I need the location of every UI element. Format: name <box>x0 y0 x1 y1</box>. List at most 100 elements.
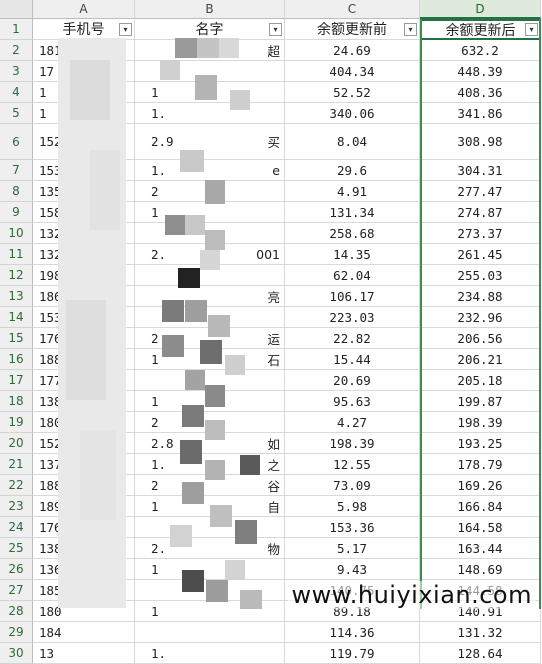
balance-before-cell[interactable]: 119.79 <box>285 643 420 664</box>
balance-before-cell[interactable]: 73.09 <box>285 475 420 496</box>
balance-after-cell[interactable]: 178.79 <box>420 454 541 475</box>
row-header[interactable]: 14 <box>0 307 33 328</box>
header-cell-before[interactable]: 余额更新前 <box>285 19 420 40</box>
name-cell[interactable]: 超 <box>135 40 285 61</box>
name-cell[interactable]: 2. 物 <box>135 538 285 559</box>
row-header[interactable]: 4 <box>0 82 33 103</box>
balance-after-cell[interactable]: 205.18 <box>420 370 541 391</box>
balance-after-cell[interactable]: 163.44 <box>420 538 541 559</box>
balance-before-cell[interactable]: 4.91 <box>285 181 420 202</box>
balance-before-cell[interactable]: 12.55 <box>285 454 420 475</box>
filter-dropdown-icon[interactable]: ▾ <box>269 23 282 36</box>
name-cell[interactable]: 1 <box>135 202 285 223</box>
balance-before-cell[interactable]: 15.44 <box>285 349 420 370</box>
balance-after-cell[interactable]: 273.37 <box>420 223 541 244</box>
balance-after-cell[interactable]: 304.31 <box>420 160 541 181</box>
row-header[interactable]: 17 <box>0 370 33 391</box>
row-header[interactable]: 12 <box>0 265 33 286</box>
balance-after-cell[interactable]: 255.03 <box>420 265 541 286</box>
name-cell[interactable]: 1 <box>135 559 285 580</box>
balance-before-cell[interactable]: 404.34 <box>285 61 420 82</box>
row-header[interactable]: 11 <box>0 244 33 265</box>
balance-after-cell[interactable]: 277.47 <box>420 181 541 202</box>
balance-after-cell[interactable]: 341.86 <box>420 103 541 124</box>
balance-after-cell[interactable]: 206.21 <box>420 349 541 370</box>
column-header-d[interactable]: D <box>420 0 541 19</box>
row-header[interactable]: 8 <box>0 181 33 202</box>
row-header[interactable]: 24 <box>0 517 33 538</box>
name-cell[interactable]: 2.8 如 <box>135 433 285 454</box>
row-header[interactable]: 2 <box>0 40 33 61</box>
row-header[interactable]: 23 <box>0 496 33 517</box>
name-cell[interactable]: 1 <box>135 391 285 412</box>
row-header[interactable]: 25 <box>0 538 33 559</box>
balance-before-cell[interactable]: 198.39 <box>285 433 420 454</box>
row-header[interactable]: 9 <box>0 202 33 223</box>
balance-before-cell[interactable]: 95.63 <box>285 391 420 412</box>
phone-cell[interactable]: 184 <box>33 622 135 643</box>
balance-before-cell[interactable]: 340.06 <box>285 103 420 124</box>
balance-after-cell[interactable]: 166.84 <box>420 496 541 517</box>
balance-after-cell[interactable]: 128.64 <box>420 643 541 664</box>
filter-dropdown-icon[interactable]: ▾ <box>119 23 132 36</box>
balance-before-cell[interactable]: 5.98 <box>285 496 420 517</box>
name-cell[interactable]: 2.9 买 <box>135 124 285 160</box>
balance-before-cell[interactable]: 5.17 <box>285 538 420 559</box>
row-header[interactable]: 26 <box>0 559 33 580</box>
row-header[interactable]: 6 <box>0 124 33 160</box>
column-header-b[interactable]: B <box>135 0 285 19</box>
balance-after-cell[interactable]: 199.87 <box>420 391 541 412</box>
row-header[interactable]: 28 <box>0 601 33 622</box>
balance-after-cell[interactable]: 148.69 <box>420 559 541 580</box>
balance-after-cell[interactable]: 206.56 <box>420 328 541 349</box>
name-cell[interactable]: 1. <box>135 103 285 124</box>
balance-before-cell[interactable]: 29.6 <box>285 160 420 181</box>
column-header-a[interactable]: A <box>33 0 135 19</box>
row-header[interactable]: 27 <box>0 580 33 601</box>
name-cell[interactable]: 1. <box>135 643 285 664</box>
balance-after-cell[interactable]: 131.32 <box>420 622 541 643</box>
row-header[interactable]: 3 <box>0 61 33 82</box>
phone-cell[interactable]: 13 <box>33 643 135 664</box>
balance-after-cell[interactable]: 232.96 <box>420 307 541 328</box>
balance-after-cell[interactable]: 448.39 <box>420 61 541 82</box>
balance-before-cell[interactable]: 114.36 <box>285 622 420 643</box>
row-header[interactable]: 29 <box>0 622 33 643</box>
row-header[interactable]: 7 <box>0 160 33 181</box>
row-header-1[interactable]: 1 <box>0 19 33 40</box>
name-cell[interactable]: 1 <box>135 82 285 103</box>
name-cell[interactable]: 1 <box>135 601 285 622</box>
balance-before-cell[interactable]: 20.69 <box>285 370 420 391</box>
balance-before-cell[interactable]: 8.04 <box>285 124 420 160</box>
select-all-corner[interactable] <box>0 0 33 19</box>
row-header[interactable]: 10 <box>0 223 33 244</box>
balance-before-cell[interactable]: 9.43 <box>285 559 420 580</box>
balance-before-cell[interactable]: 258.68 <box>285 223 420 244</box>
balance-before-cell[interactable]: 22.82 <box>285 328 420 349</box>
balance-after-cell[interactable]: 274.87 <box>420 202 541 223</box>
balance-after-cell[interactable]: 308.98 <box>420 124 541 160</box>
balance-before-cell[interactable]: 14.35 <box>285 244 420 265</box>
row-header[interactable]: 15 <box>0 328 33 349</box>
name-cell[interactable]: 1. e <box>135 160 285 181</box>
row-header[interactable]: 13 <box>0 286 33 307</box>
balance-after-cell[interactable]: 408.36 <box>420 82 541 103</box>
balance-after-cell[interactable]: 261.45 <box>420 244 541 265</box>
row-header[interactable]: 16 <box>0 349 33 370</box>
balance-after-cell[interactable]: 169.26 <box>420 475 541 496</box>
row-header[interactable]: 22 <box>0 475 33 496</box>
balance-before-cell[interactable]: 62.04 <box>285 265 420 286</box>
balance-after-cell[interactable]: 164.58 <box>420 517 541 538</box>
row-header[interactable]: 19 <box>0 412 33 433</box>
balance-after-cell[interactable]: 193.25 <box>420 433 541 454</box>
balance-before-cell[interactable]: 106.17 <box>285 286 420 307</box>
balance-after-cell[interactable]: 198.39 <box>420 412 541 433</box>
name-cell[interactable] <box>135 265 285 286</box>
balance-after-cell[interactable]: 234.88 <box>420 286 541 307</box>
balance-before-cell[interactable]: 131.34 <box>285 202 420 223</box>
header-cell-after[interactable]: 余额更新后 <box>420 19 541 40</box>
balance-before-cell[interactable]: 52.52 <box>285 82 420 103</box>
balance-before-cell[interactable]: 223.03 <box>285 307 420 328</box>
